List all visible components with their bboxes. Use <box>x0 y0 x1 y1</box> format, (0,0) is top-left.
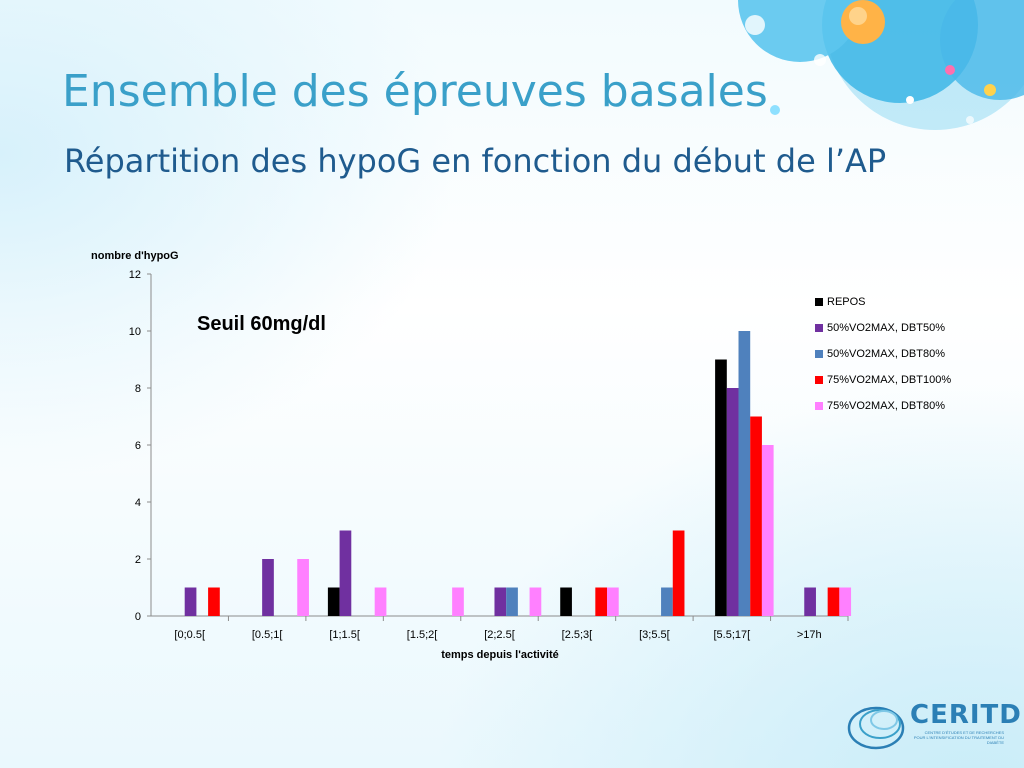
balloons-decoration <box>738 0 1024 130</box>
y-tick-label: 2 <box>135 554 141 566</box>
y-tick-label: 0 <box>135 611 141 623</box>
legend-swatch <box>815 376 823 384</box>
bar-1-4 <box>494 587 507 616</box>
slide-subtitle: Répartition des hypoG en fonction du déb… <box>64 142 887 180</box>
bar-1-8 <box>804 587 816 616</box>
bar-4-2 <box>374 587 387 616</box>
y-tick-label: 4 <box>135 497 141 509</box>
legend-item: 50%VO2MAX, DBT80% <box>815 341 951 367</box>
bar-4-7 <box>761 445 774 616</box>
legend-label: 50%VO2MAX, DBT80% <box>827 348 945 360</box>
legend-label: 50%VO2MAX, DBT50% <box>827 322 945 334</box>
y-tick-label: 6 <box>135 440 141 452</box>
legend-label: 75%VO2MAX, DBT100% <box>827 374 952 386</box>
legend-swatch <box>815 324 823 332</box>
y-tick-label: 10 <box>129 326 141 338</box>
x-tick-label: [3;5.5[ <box>639 629 670 641</box>
x-tick-label: [1;1.5[ <box>329 629 360 641</box>
x-tick-label: [1.5;2[ <box>407 629 438 641</box>
bar-4-8 <box>839 587 852 616</box>
chart-legend: REPOS 50%VO2MAX, DBT50% 50%VO2MAX, DBT80% 7… <box>815 289 951 419</box>
y-tick-label: 8 <box>135 383 141 395</box>
legend-swatch <box>815 402 823 410</box>
bar-4-1 <box>297 559 309 616</box>
x-axis-label: temps depuis l'activité <box>441 649 559 661</box>
legend-item: 75%VO2MAX, DBT100% <box>815 367 951 393</box>
ceritd-logo: CERITD CENTRE D'ÉTUDES ET DE RECHERCHES … <box>846 696 1021 756</box>
logo-name: CERITD <box>910 700 1022 730</box>
bar-3-0 <box>208 587 220 616</box>
bar-2-6 <box>661 587 673 616</box>
threshold-annotation: Seuil 60mg/dl <box>197 313 326 335</box>
bar-0-2 <box>327 587 340 616</box>
legend-item: 50%VO2MAX, DBT50% <box>815 315 951 341</box>
x-tick-label: [5.5;17[ <box>713 629 750 641</box>
legend-label: REPOS <box>827 296 866 308</box>
x-tick-label: [2.5;3[ <box>562 629 593 641</box>
bar-2-7 <box>738 331 751 616</box>
legend-item: REPOS <box>815 289 951 315</box>
slide-title: Ensemble des épreuves basales <box>62 66 768 117</box>
legend-label: 75%VO2MAX, DBT80% <box>827 400 945 412</box>
bar-1-1 <box>262 559 274 616</box>
bar-1-7 <box>726 388 739 616</box>
bar-4-5 <box>607 587 619 616</box>
bar-3-5 <box>595 587 608 616</box>
bar-4-4 <box>529 587 542 616</box>
bar-0-5 <box>560 587 572 616</box>
x-tick-label: [2;2.5[ <box>484 629 515 641</box>
x-tick-label: >17h <box>797 629 822 641</box>
legend-swatch <box>815 350 823 358</box>
logo-tagline: CENTRE D'ÉTUDES ET DE RECHERCHES POUR L'… <box>913 730 1004 745</box>
bar-2-4 <box>506 587 518 616</box>
bar-0-7 <box>715 359 727 616</box>
ceritd-logo-icon <box>847 706 905 750</box>
bar-1-2 <box>339 530 352 616</box>
bar-3-7 <box>750 416 762 616</box>
legend-item: 75%VO2MAX, DBT80% <box>815 393 951 419</box>
y-axis-label: nombre d'hypoG <box>91 250 179 262</box>
bar-4-3 <box>452 587 464 616</box>
x-tick-label: [0;0.5[ <box>174 629 205 641</box>
bar-1-0 <box>184 587 197 616</box>
x-tick-label: [0.5;1[ <box>252 629 283 641</box>
y-tick-label: 12 <box>129 269 141 281</box>
bar-3-6 <box>672 530 685 616</box>
legend-swatch <box>815 298 823 306</box>
bar-3-8 <box>827 587 840 616</box>
